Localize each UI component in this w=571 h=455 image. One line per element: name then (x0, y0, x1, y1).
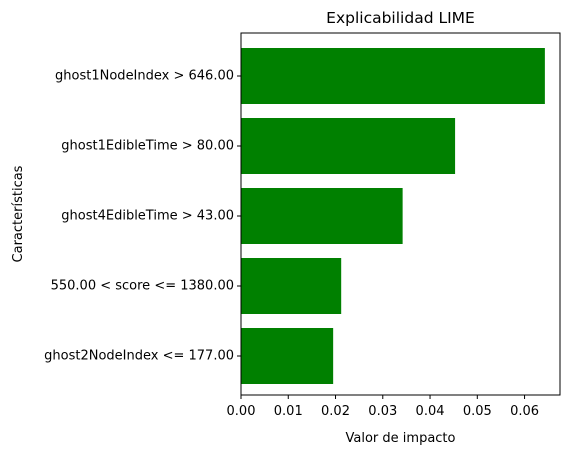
y-ticks-group: ghost1NodeIndex > 646.00 ghost1EdibleTime… (44, 69, 241, 364)
plot-frame (240, 32, 561, 396)
bar (241, 258, 342, 314)
bar (241, 118, 456, 174)
y-tick-label: ghost4EdibleTime > 43.00 (61, 209, 234, 224)
x-axis-label: Valor de impacto (346, 431, 456, 446)
y-axis-label: Características (11, 165, 26, 262)
bar (241, 188, 403, 244)
chart-title: Explicabilidad LIME (326, 9, 475, 27)
x-tick-label: 0.00 (227, 404, 256, 419)
y-tick-label: ghost1EdibleTime > 80.00 (61, 139, 234, 154)
x-tick-label: 0.02 (321, 404, 350, 419)
y-tick-label: 550.00 < score <= 1380.00 (51, 279, 234, 294)
x-tick-label: 0.05 (463, 404, 492, 419)
bars-group (241, 48, 545, 384)
x-tick-label: 0.03 (368, 404, 397, 419)
x-ticks-group: 0.00 0.01 0.02 0.03 0.04 0.05 0.06 (227, 395, 539, 419)
x-tick-label: 0.06 (510, 404, 539, 419)
bar (241, 328, 334, 384)
x-tick-label: 0.01 (274, 404, 303, 419)
y-tick-label: ghost1NodeIndex > 646.00 (55, 69, 234, 84)
y-tick-label: ghost2NodeIndex <= 177.00 (44, 349, 234, 364)
x-tick-label: 0.04 (416, 404, 445, 419)
bar (241, 48, 545, 104)
